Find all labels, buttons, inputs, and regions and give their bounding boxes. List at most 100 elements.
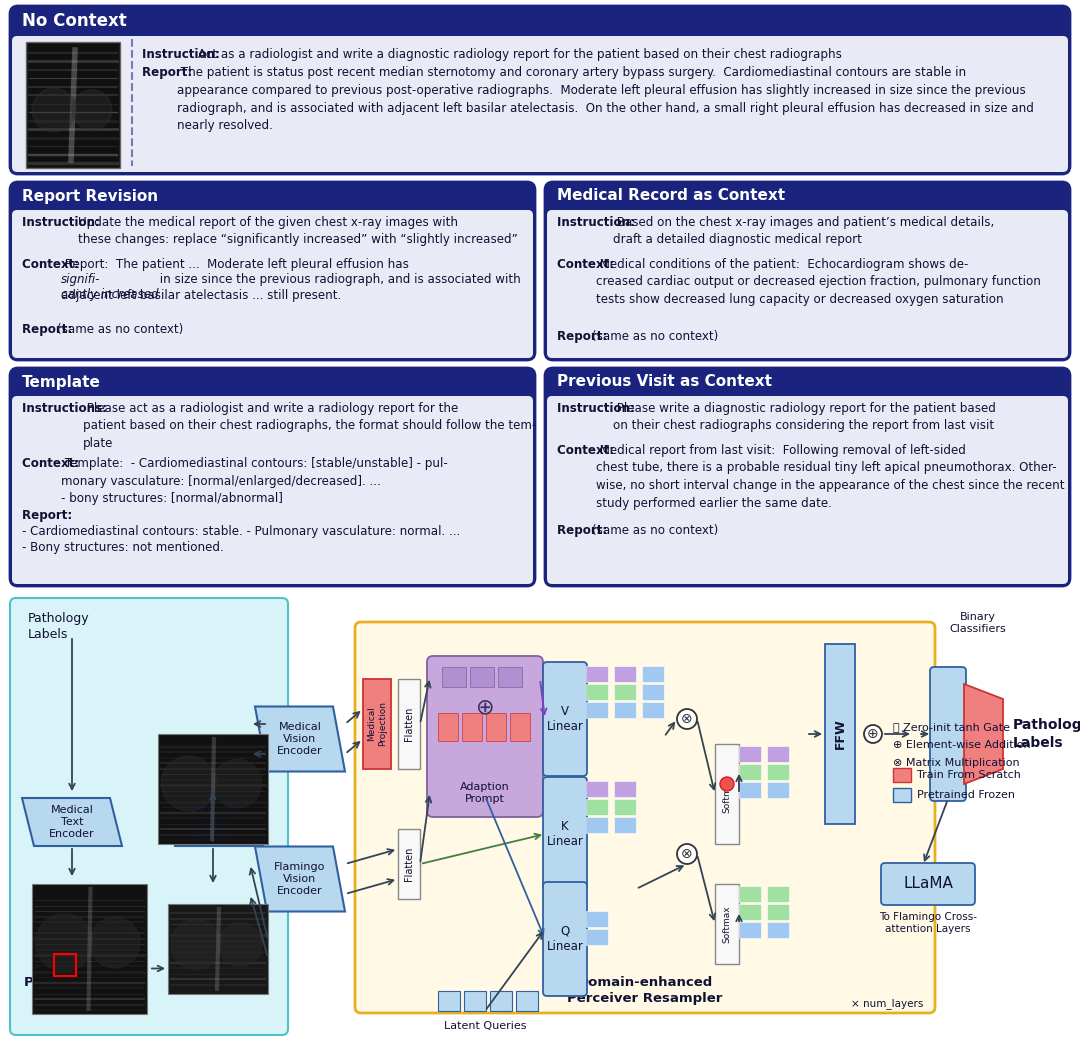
Circle shape bbox=[90, 917, 140, 968]
Text: Report Revision: Report Revision bbox=[22, 188, 158, 203]
Bar bbox=[767, 782, 789, 798]
Text: Medical report from last visit:  Following removal of left-sided
chest tube, the: Medical report from last visit: Followin… bbox=[596, 445, 1065, 509]
Bar bbox=[767, 746, 789, 762]
Text: (same as no context): (same as no context) bbox=[592, 524, 718, 537]
Bar bbox=[615, 702, 636, 718]
Circle shape bbox=[36, 914, 93, 971]
FancyBboxPatch shape bbox=[12, 210, 534, 358]
Text: Act as a radiologist and write a diagnostic radiology report for the patient bas: Act as a radiologist and write a diagnos… bbox=[199, 48, 842, 61]
Text: Instruction:: Instruction: bbox=[557, 402, 639, 415]
Bar bbox=[715, 744, 739, 844]
Bar bbox=[739, 746, 761, 762]
FancyBboxPatch shape bbox=[12, 396, 534, 584]
Bar bbox=[739, 764, 761, 780]
Text: Flatten: Flatten bbox=[404, 707, 414, 741]
Circle shape bbox=[72, 90, 112, 130]
Text: Please act as a radiologist and write a radiology report for the
patient based o: Please act as a radiologist and write a … bbox=[83, 402, 536, 450]
Text: Medical Record as Context: Medical Record as Context bbox=[557, 188, 785, 203]
FancyBboxPatch shape bbox=[930, 667, 966, 801]
Bar bbox=[54, 954, 76, 976]
Text: ⊗: ⊗ bbox=[681, 847, 692, 861]
Text: Please write a diagnostic radiology report for the patient based
on their chest : Please write a diagnostic radiology repo… bbox=[613, 402, 997, 432]
Bar bbox=[615, 799, 636, 815]
Text: Adaption
Prompt: Adaption Prompt bbox=[460, 783, 510, 804]
Bar bbox=[438, 713, 458, 741]
FancyBboxPatch shape bbox=[545, 369, 1070, 586]
Bar bbox=[490, 991, 512, 1011]
Bar bbox=[168, 904, 268, 994]
Text: Instruction:: Instruction: bbox=[22, 215, 104, 229]
Bar bbox=[363, 679, 391, 769]
Bar bbox=[586, 929, 608, 945]
FancyBboxPatch shape bbox=[10, 598, 288, 1035]
Text: No Context: No Context bbox=[22, 12, 126, 30]
Circle shape bbox=[213, 759, 261, 808]
Bar bbox=[586, 799, 608, 815]
Bar bbox=[615, 666, 636, 682]
Text: Context:: Context: bbox=[557, 445, 618, 457]
Text: Context:: Context: bbox=[557, 258, 618, 271]
Bar bbox=[486, 713, 507, 741]
Text: Report:: Report: bbox=[22, 323, 77, 336]
Circle shape bbox=[32, 88, 76, 132]
Text: ⊕: ⊕ bbox=[475, 697, 495, 717]
Bar bbox=[615, 684, 636, 700]
Text: ⓘ Zero-init tanh Gate: ⓘ Zero-init tanh Gate bbox=[893, 722, 1010, 732]
Bar bbox=[438, 991, 460, 1011]
Bar bbox=[642, 684, 664, 700]
FancyBboxPatch shape bbox=[881, 863, 975, 905]
Circle shape bbox=[218, 922, 262, 966]
Text: Template: Template bbox=[22, 375, 100, 389]
Bar bbox=[642, 666, 664, 682]
Text: Context:: Context: bbox=[22, 258, 83, 271]
FancyBboxPatch shape bbox=[543, 777, 588, 891]
Bar bbox=[767, 886, 789, 902]
Bar bbox=[32, 884, 147, 1014]
Text: Flamingo
Vision
Encoder: Flamingo Vision Encoder bbox=[274, 862, 326, 895]
Text: × num_layers: × num_layers bbox=[851, 998, 923, 1009]
Text: FFW: FFW bbox=[834, 718, 847, 750]
Circle shape bbox=[171, 919, 221, 969]
Text: Medical
Vision
Encoder: Medical Vision Encoder bbox=[278, 722, 323, 756]
Text: Latent Queries: Latent Queries bbox=[444, 1021, 526, 1031]
Bar bbox=[767, 904, 789, 920]
Bar bbox=[739, 904, 761, 920]
Text: Report:: Report: bbox=[557, 524, 611, 537]
Bar bbox=[739, 782, 761, 798]
Text: Binary
Classifiers: Binary Classifiers bbox=[949, 612, 1007, 634]
Text: Medical
Vision
Encoder: Medical Vision Encoder bbox=[190, 806, 235, 839]
FancyBboxPatch shape bbox=[10, 182, 535, 360]
Circle shape bbox=[677, 844, 697, 864]
Bar bbox=[767, 764, 789, 780]
Text: Flatten: Flatten bbox=[404, 846, 414, 881]
Text: Medical
Projection: Medical Projection bbox=[367, 702, 387, 746]
Text: The patient is status post recent median sternotomy and coronary artery bypass s: The patient is status post recent median… bbox=[177, 66, 1034, 132]
Text: Train From Scratch: Train From Scratch bbox=[917, 770, 1021, 780]
Bar bbox=[158, 734, 268, 844]
Text: Pathology
Labels: Pathology Labels bbox=[1013, 718, 1080, 750]
Bar bbox=[516, 991, 538, 1011]
Text: Pretrained Frozen: Pretrained Frozen bbox=[917, 790, 1015, 799]
Text: Medical
Text
Encoder: Medical Text Encoder bbox=[50, 806, 95, 839]
Bar bbox=[586, 702, 608, 718]
Text: Context:: Context: bbox=[22, 457, 83, 469]
Text: - Bony structures: not mentioned.: - Bony structures: not mentioned. bbox=[22, 541, 224, 554]
Text: Report:: Report: bbox=[141, 66, 197, 79]
Text: To Flamingo Cross-
attention Layers: To Flamingo Cross- attention Layers bbox=[879, 912, 977, 935]
Bar bbox=[586, 666, 608, 682]
Bar bbox=[464, 991, 486, 1011]
Text: K
Linear: K Linear bbox=[546, 820, 583, 848]
Bar bbox=[462, 713, 482, 741]
Text: Medical conditions of the patient:  Echocardiogram shows de-
creased cardiac out: Medical conditions of the patient: Echoc… bbox=[596, 258, 1041, 306]
Bar bbox=[825, 644, 855, 824]
FancyBboxPatch shape bbox=[543, 882, 588, 996]
Bar bbox=[442, 667, 465, 687]
Text: (same as no context): (same as no context) bbox=[592, 330, 718, 342]
Text: adjacent left basilar atelectasis ... still present.: adjacent left basilar atelectasis ... st… bbox=[62, 289, 341, 302]
Bar bbox=[399, 829, 420, 899]
Bar bbox=[615, 781, 636, 797]
Bar bbox=[586, 684, 608, 700]
Polygon shape bbox=[22, 798, 122, 846]
Text: Instruction:: Instruction: bbox=[557, 215, 639, 229]
Text: (same as no context): (same as no context) bbox=[57, 323, 183, 336]
